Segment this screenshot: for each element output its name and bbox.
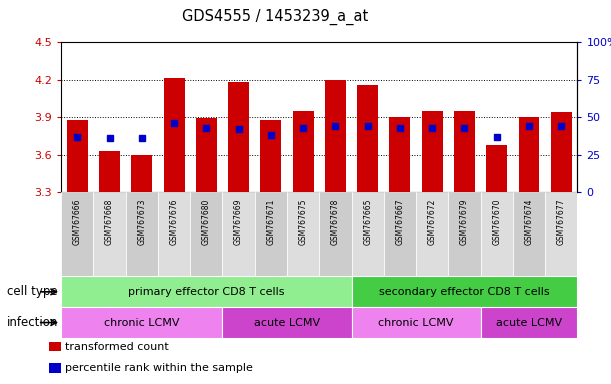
Text: transformed count: transformed count (65, 342, 169, 352)
Bar (416, 192, 448, 276)
Bar (49, 363, 60, 372)
Bar (448, 192, 481, 276)
Text: percentile rank within the sample: percentile rank within the sample (65, 363, 252, 373)
Bar (351, 307, 481, 338)
Text: GSM767672: GSM767672 (428, 199, 437, 245)
Bar (287, 192, 319, 276)
Text: acute LCMV: acute LCMV (496, 318, 562, 328)
Bar (351, 192, 384, 276)
Bar (481, 307, 577, 338)
Bar (319, 192, 351, 276)
Bar (293, 111, 313, 192)
Bar (325, 79, 346, 192)
Text: chronic LCMV: chronic LCMV (378, 318, 454, 328)
Bar (61, 276, 351, 307)
Bar (357, 84, 378, 192)
Bar (513, 192, 545, 276)
Text: GSM767678: GSM767678 (331, 199, 340, 245)
Text: GSM767665: GSM767665 (363, 199, 372, 245)
Text: cell type: cell type (7, 285, 58, 298)
Bar (61, 307, 222, 338)
Text: GSM767676: GSM767676 (169, 199, 178, 245)
Text: GSM767667: GSM767667 (395, 199, 404, 245)
Bar (93, 192, 126, 276)
Text: acute LCMV: acute LCMV (254, 318, 320, 328)
Text: secondary effector CD8 T cells: secondary effector CD8 T cells (379, 287, 550, 297)
Text: GSM767677: GSM767677 (557, 199, 566, 245)
Bar (481, 192, 513, 276)
Text: GSM767666: GSM767666 (73, 199, 82, 245)
Text: GSM767670: GSM767670 (492, 199, 501, 245)
Text: GSM767675: GSM767675 (299, 199, 307, 245)
Text: chronic LCMV: chronic LCMV (104, 318, 180, 328)
Bar (131, 154, 152, 192)
Bar (222, 307, 351, 338)
Bar (545, 192, 577, 276)
Bar (196, 118, 217, 192)
Bar (255, 192, 287, 276)
Bar (519, 117, 540, 192)
Text: GSM767680: GSM767680 (202, 199, 211, 245)
Bar (454, 111, 475, 192)
Text: infection: infection (7, 316, 58, 329)
Bar (164, 78, 185, 192)
Bar (260, 120, 281, 192)
Bar (389, 117, 411, 192)
Text: primary effector CD8 T cells: primary effector CD8 T cells (128, 287, 285, 297)
Text: GSM767674: GSM767674 (524, 199, 533, 245)
Text: GDS4555 / 1453239_a_at: GDS4555 / 1453239_a_at (182, 9, 368, 25)
Bar (384, 192, 416, 276)
Bar (228, 82, 249, 192)
Bar (190, 192, 222, 276)
Bar (422, 111, 443, 192)
Text: GSM767669: GSM767669 (234, 199, 243, 245)
Bar (49, 342, 60, 351)
Text: GSM767668: GSM767668 (105, 199, 114, 245)
Bar (486, 144, 507, 192)
Bar (158, 192, 190, 276)
Text: GSM767673: GSM767673 (137, 199, 146, 245)
Bar (99, 151, 120, 192)
Bar (61, 192, 93, 276)
Bar (67, 120, 88, 192)
Bar (551, 112, 572, 192)
Bar (351, 276, 577, 307)
Text: GSM767679: GSM767679 (460, 199, 469, 245)
Bar (126, 192, 158, 276)
Bar (222, 192, 255, 276)
Text: GSM767671: GSM767671 (266, 199, 276, 245)
